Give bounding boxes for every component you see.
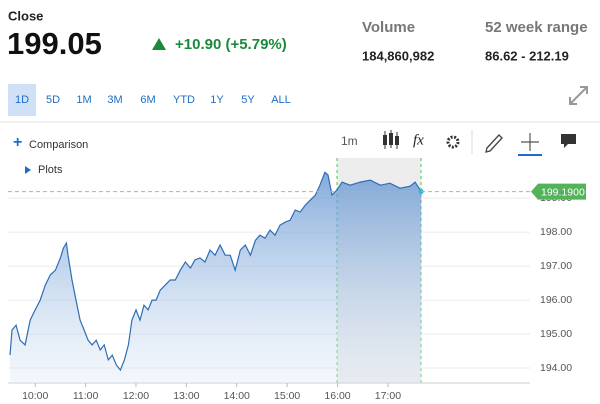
x-tick-label: 14:00 <box>224 390 250 402</box>
x-tick-label: 11:00 <box>73 390 99 402</box>
plus-icon[interactable]: + <box>13 134 22 151</box>
x-tick-label: 12:00 <box>123 390 149 402</box>
range-button[interactable]: 6M <box>140 94 155 106</box>
crosshair-icon[interactable] <box>521 133 539 151</box>
range-button[interactable]: 1D <box>15 94 29 106</box>
y-tick-label: 195.00 <box>540 328 572 340</box>
y-tick-label: 198.00 <box>540 226 572 238</box>
range-button[interactable]: 5Y <box>241 94 255 106</box>
active-range <box>8 84 36 116</box>
x-tick-label: 13:00 <box>173 390 199 402</box>
range-button[interactable]: 3M <box>107 94 122 106</box>
stat-value: 86.62 - 212.19 <box>485 48 569 63</box>
range-button[interactable]: YTD <box>173 94 195 106</box>
range-button[interactable]: ALL <box>271 94 291 106</box>
y-tick-label: 196.00 <box>540 294 572 306</box>
price-line <box>9 171 422 372</box>
up-arrow <box>152 38 166 50</box>
price-area <box>10 172 422 383</box>
change: +10.90 (+5.79%) <box>175 36 287 53</box>
draw-icon[interactable] <box>485 134 503 153</box>
plots-arrow[interactable] <box>25 166 31 174</box>
x-tick-label: 15:00 <box>274 390 300 402</box>
price: 199.05 <box>7 26 102 61</box>
range-button[interactable]: 1Y <box>210 94 224 106</box>
comment-icon[interactable] <box>561 134 576 148</box>
x-tick-label: 16:00 <box>324 390 350 402</box>
last-price-label: 199.1900 <box>541 186 585 198</box>
expand-icon[interactable] <box>569 86 588 105</box>
y-tick-label: 194.00 <box>540 362 572 374</box>
range-button[interactable]: 5D <box>46 94 60 106</box>
interval[interactable]: 1m <box>341 134 358 148</box>
candles-icon[interactable] <box>383 130 399 149</box>
settings-icon[interactable] <box>446 135 460 149</box>
y-tick-label: 197.00 <box>540 260 572 272</box>
close-label: Close <box>8 8 43 23</box>
plots[interactable]: Plots <box>38 164 63 176</box>
range-button[interactable]: 1M <box>76 94 91 106</box>
last-price-tag <box>531 183 586 200</box>
stat-label: Volume <box>362 19 415 36</box>
x-tick-label: 10:00 <box>22 390 48 402</box>
x-tick-label: 17:00 <box>375 390 401 402</box>
comparison[interactable]: Comparison <box>29 139 88 151</box>
stat-label: 52 week range <box>485 19 588 36</box>
indicators[interactable]: fx <box>413 132 424 148</box>
stat-value: 184,860,982 <box>362 48 434 63</box>
